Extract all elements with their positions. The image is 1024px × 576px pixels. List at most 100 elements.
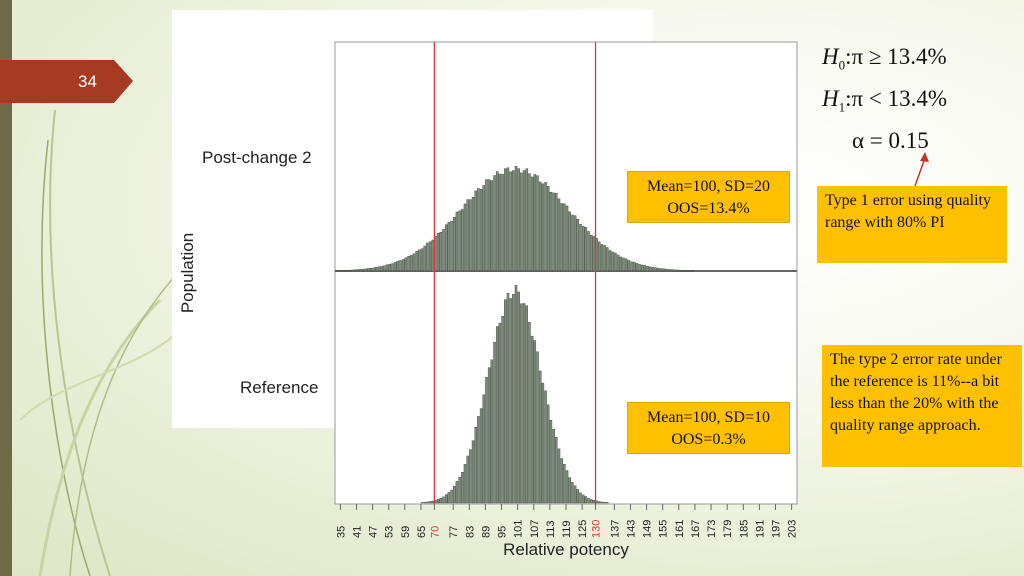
alpha-level: α = 0.15 [852, 128, 929, 153]
reference-bar [530, 335, 534, 504]
null-hypothesis: H0:π ≥ 13.4% [822, 44, 947, 73]
post-change-bar [495, 171, 499, 272]
post-change-bar [340, 270, 343, 272]
group-label-reference: Reference [240, 378, 319, 397]
post-change-bar [393, 262, 397, 272]
reference-bar [579, 492, 582, 504]
post-change-bar [581, 225, 585, 272]
post-change-bar [649, 266, 652, 272]
reference-bar [442, 496, 445, 504]
post-change-bar [471, 196, 475, 272]
reference-bar [471, 440, 475, 504]
post-change-bar [632, 262, 636, 272]
x-tick-label: 161 [674, 520, 686, 538]
alt-hypothesis: H1:π < 13.4% [822, 86, 948, 115]
reference-bar [544, 390, 547, 504]
x-tick-label: 149 [642, 520, 654, 538]
post-change-bar [646, 265, 649, 272]
reference-bar [477, 416, 480, 504]
post-change-bar [399, 260, 402, 272]
decorative-swirl [19, 109, 191, 576]
left-accent-bar [0, 0, 12, 576]
reference-bar [501, 316, 504, 504]
reference-bar [565, 470, 569, 504]
reference-bar [514, 285, 518, 504]
post-change-bar [638, 264, 641, 272]
group-label-post-change: Post-change 2 [202, 148, 312, 167]
reference-bar [536, 351, 539, 504]
post-change-bar [482, 185, 486, 272]
post-change-bar [436, 232, 440, 272]
post-change-bar [444, 224, 448, 272]
post-change-bar [528, 173, 531, 272]
post-change-bar [530, 176, 534, 272]
post-change-bar [587, 231, 590, 272]
post-change-bar [557, 198, 561, 272]
reference-bar [469, 449, 472, 504]
post-change-bar [455, 211, 459, 272]
post-change-bar [681, 270, 684, 272]
x-tick-label: 41 [351, 526, 363, 538]
post-change-bar [600, 244, 604, 272]
reference-bar [509, 298, 512, 504]
post-change-bar [426, 242, 429, 272]
x-tick-label: 130 [591, 520, 603, 538]
reference-stats-box: Mean=100, SD=10 OOS=0.3% [627, 402, 790, 454]
post-change-bar [670, 269, 674, 272]
post-change-bar [512, 170, 515, 272]
post-change-bar [401, 259, 405, 272]
reference-bar [568, 477, 571, 504]
post-change-bar [439, 231, 443, 272]
reference-bar [525, 305, 529, 504]
reference-bar [466, 455, 469, 504]
post-change-bar [579, 223, 582, 272]
post-change-stats-line1: Mean=100, SD=20 [647, 178, 770, 195]
type2-error-callout: The type 2 error rate under the referenc… [822, 345, 1022, 467]
reference-bar [420, 502, 424, 504]
post-change-bar [350, 269, 354, 272]
post-change-bar [356, 269, 359, 272]
reference-bar [487, 367, 491, 504]
post-change-bar [536, 175, 539, 272]
reference-bar [450, 489, 453, 504]
reference-bar [458, 476, 461, 504]
reference-bar [485, 377, 488, 504]
post-change-bars [334, 165, 695, 272]
post-change-bar [498, 173, 502, 272]
post-change-bar [630, 261, 633, 272]
reference-bar [541, 382, 545, 504]
x-tick-label: 113 [545, 520, 557, 538]
post-change-bar [372, 267, 375, 272]
x-tick-label: 143 [625, 520, 637, 538]
reference-bar [573, 485, 577, 504]
post-change-bar [485, 179, 488, 272]
x-tick-label: 65 [416, 526, 428, 538]
post-change-bar [673, 269, 676, 272]
post-change-bar [490, 180, 494, 272]
post-change-bar [342, 270, 346, 272]
x-tick-label: 197 [771, 520, 783, 538]
post-change-bar [474, 190, 477, 272]
x-tick-label: 77 [448, 526, 460, 538]
reference-bar [452, 486, 456, 504]
x-tick-label: 47 [368, 526, 380, 538]
post-change-bar [348, 269, 351, 272]
post-change-bar [428, 241, 432, 272]
post-change-bar [415, 250, 418, 272]
x-tick-label: 59 [400, 526, 412, 538]
post-change-bar [686, 270, 690, 272]
x-axis-ticks: 35 41 47 53 59 65 70 77 83 89 95 101 107 113 119 125 130… [335, 504, 799, 538]
post-change-bar [614, 252, 617, 272]
post-change-bar [367, 268, 370, 272]
reference-bar [423, 502, 426, 504]
post-change-bar [606, 247, 609, 272]
y-axis-label: Population [178, 233, 197, 313]
reference-bar [522, 303, 526, 504]
post-change-bar [651, 267, 655, 272]
post-change-bar [555, 192, 558, 272]
post-change-bar [479, 189, 483, 272]
post-change-bar [383, 265, 386, 272]
post-change-bar [683, 270, 687, 272]
post-change-bar [509, 171, 512, 272]
post-change-bar [662, 268, 665, 272]
